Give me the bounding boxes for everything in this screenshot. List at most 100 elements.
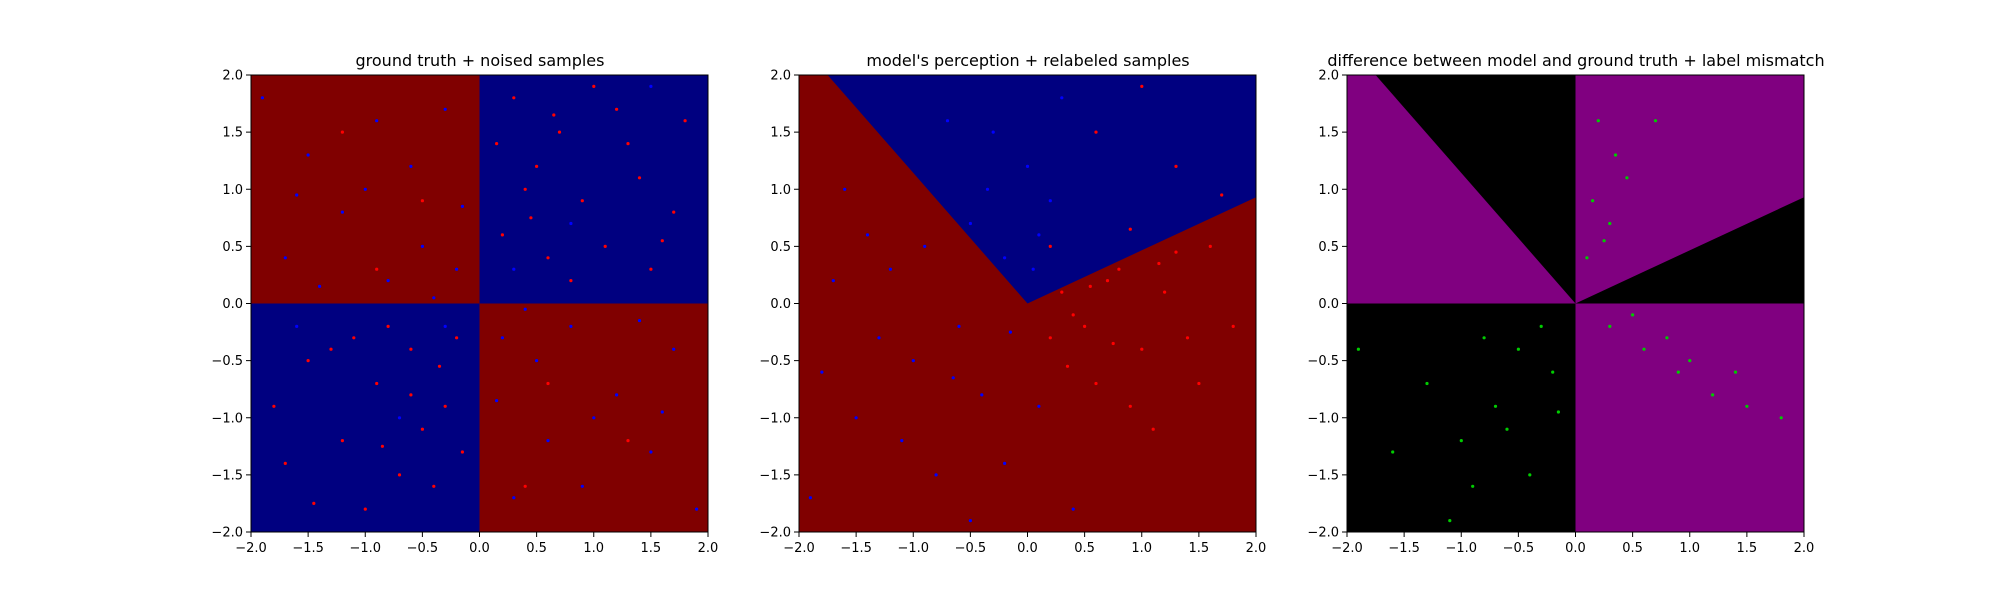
data-point [295,193,299,197]
region-mismatch-top-left [1347,75,1576,304]
data-point [1185,336,1190,340]
data-point [1733,370,1738,374]
data-point [460,450,464,454]
data-point [495,399,499,403]
data-point [1585,256,1589,260]
data-point [1037,404,1041,408]
x-tick-label: −2.0 [783,541,815,556]
data-point [455,336,459,340]
data-point [283,256,287,260]
data-point [1197,381,1201,386]
y-tick-label: 0.5 [222,240,243,255]
data-point [1231,324,1235,328]
data-point [991,130,995,134]
data-point [420,427,424,431]
y-tick-label: 1.5 [1318,126,1339,141]
panel-title: ground truth + noised samples [356,51,605,70]
data-point [1094,130,1098,134]
x-tick-label: −1.0 [1445,541,1477,556]
x-tick-label: 2.0 [1794,541,1815,556]
series-0 [1356,119,1783,523]
x-tick-label: 1.0 [1679,541,1700,556]
x-tick-label: 0.5 [526,541,547,556]
y-tick-label: −0.5 [211,354,243,369]
x-tick-label: 1.5 [1189,541,1210,556]
data-point [865,233,870,237]
panel-model-perception: model's perception + relabeled samples −… [759,51,1266,556]
x-tick-label: 0.0 [1017,541,1038,556]
x-tick-label: 0.5 [1074,541,1095,556]
data-point [1653,119,1658,123]
data-point [1008,330,1013,334]
data-point [546,381,550,386]
y-tick-label: 0.5 [770,240,791,255]
series-1 [808,96,1075,523]
data-point [409,164,413,168]
data-point [637,319,642,323]
y-tick-label: −2.0 [759,526,791,541]
data-point [1608,324,1612,328]
y-tick-label: 2.0 [1318,69,1339,84]
data-point [660,239,664,243]
data-point [957,324,961,328]
x-tick-label: −0.5 [407,541,439,556]
y-tick-label: −1.0 [1307,411,1339,426]
data-point [1003,256,1007,260]
data-point [900,439,904,443]
data-point [443,107,447,111]
data-point [1208,244,1212,248]
x-tick-label: 0.0 [469,541,490,556]
data-point [592,416,596,420]
x-tick-label: 1.5 [1737,541,1758,556]
data-point [672,347,676,351]
data-point [626,439,630,443]
data-point [968,221,973,226]
data-point [1105,279,1110,283]
y-tick-label: −0.5 [1307,354,1339,369]
data-point [1676,370,1680,374]
data-point [569,221,573,226]
data-point [460,204,464,208]
data-point [1688,359,1692,363]
data-point [1128,404,1132,408]
region-blue-wedge [827,75,1256,304]
y-axis: −2.0 −1.5 −1.0 −0.5 0.0 0.5 1.0 1.5 2.0 [211,69,251,541]
plot-area [1347,75,1804,532]
data-point [1551,370,1555,374]
y-tick-label: 0.0 [770,297,791,312]
x-tick-label: −1.5 [292,541,324,556]
data-point [523,187,527,191]
data-point [831,279,835,283]
data-point [951,376,955,380]
data-point [1128,227,1132,231]
data-point [1071,313,1075,317]
data-point [569,279,573,283]
region-mismatch-top-right [1575,75,1804,304]
data-point [1448,519,1452,523]
data-point [1048,244,1052,248]
x-axis: −2.0 −1.5 −1.0 −0.5 0.0 0.5 1.0 1.5 2.0 [783,532,1266,556]
data-point [592,84,596,88]
data-point [1608,221,1612,226]
x-tick-label: 1.0 [1131,541,1152,556]
data-point [1596,119,1600,123]
data-point [523,484,527,488]
data-point [375,119,379,123]
data-point [523,307,527,311]
data-point [1088,284,1092,288]
x-tick-label: 1.0 [583,541,604,556]
y-tick-label: −0.5 [759,354,791,369]
data-point [529,216,533,220]
data-point [1083,324,1087,328]
data-point [580,199,584,203]
data-point [500,233,504,237]
data-point [1602,239,1606,243]
data-point [615,393,619,397]
panel-title: model's perception + relabeled samples [866,51,1189,70]
data-point [1745,404,1749,408]
data-point [1505,427,1509,431]
data-point [603,244,607,248]
data-point [1591,199,1595,203]
data-point [500,336,504,340]
